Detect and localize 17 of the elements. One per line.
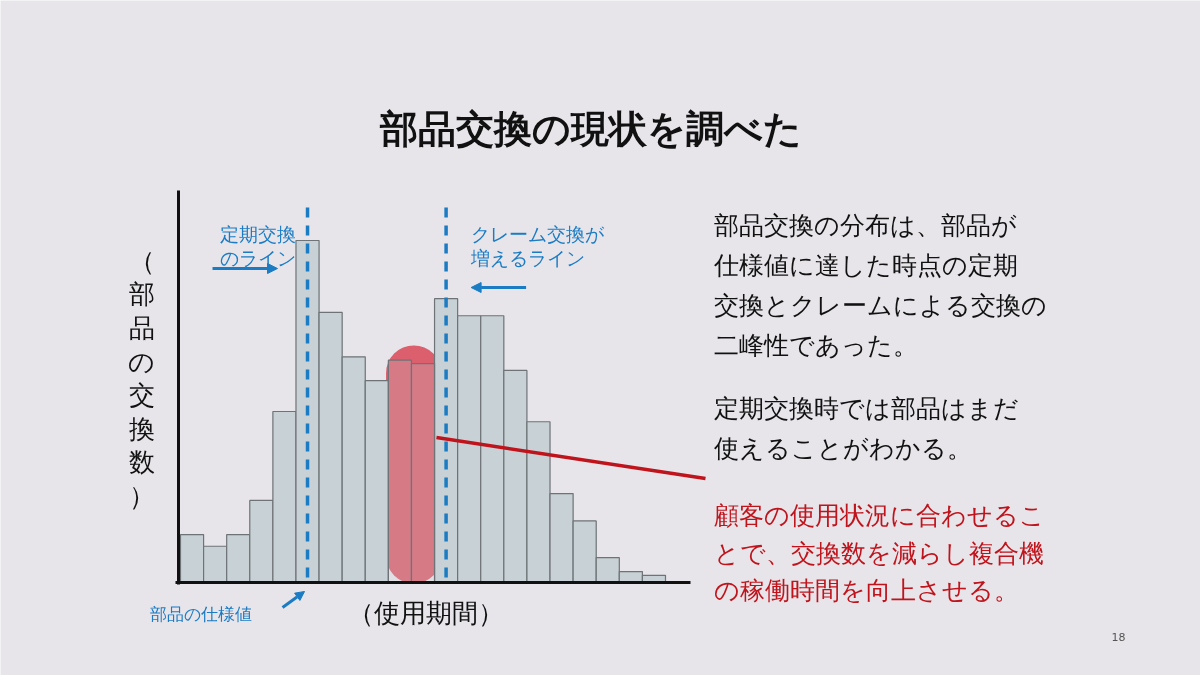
text: 交換とクレームによる交換の [713, 291, 1047, 320]
text: 使えることがわかる。 [713, 434, 972, 463]
text: 定期交換時では部品はまだ [713, 394, 1019, 423]
x-axis-title: （使用期間） [347, 597, 504, 628]
text: 仕様値に達した時点の定期 [712, 251, 1018, 280]
annotation: 増えるライン [470, 246, 586, 269]
text: 二峰性であった。 [713, 331, 918, 360]
chart-title: 部品交換の現状を調べた [378, 106, 802, 151]
text: 18 [1111, 630, 1126, 644]
text: 部品の仕様値 [149, 603, 252, 624]
text: とで、交換数を減らし複合機 [713, 539, 1044, 568]
annotation: クレーム交換が [471, 222, 606, 245]
text: 顧客の使用状況に合わせるこ [713, 501, 1045, 530]
annotation: 定期交換 [219, 222, 296, 245]
text: 部品交換の分布は、部品が [713, 211, 1017, 240]
y-axis-title: （部品の交換数） [128, 245, 155, 512]
text: の稼働時間を向上させる。 [713, 576, 1019, 605]
